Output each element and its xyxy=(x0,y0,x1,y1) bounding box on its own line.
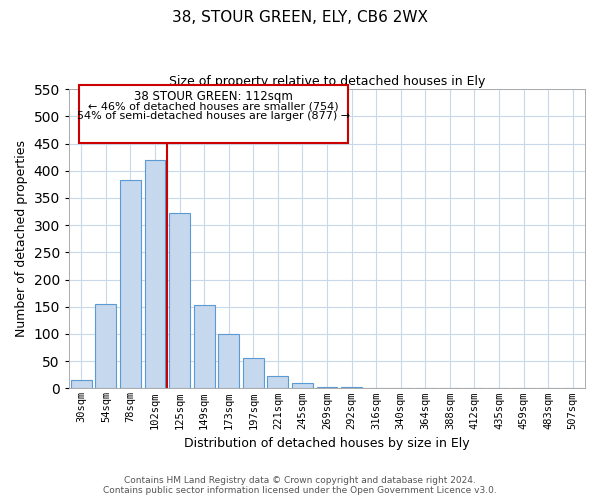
Text: 38 STOUR GREEN: 112sqm: 38 STOUR GREEN: 112sqm xyxy=(134,90,293,103)
Bar xyxy=(169,212,190,388)
Text: ← 46% of detached houses are smaller (754): ← 46% of detached houses are smaller (75… xyxy=(88,101,339,111)
FancyBboxPatch shape xyxy=(79,84,347,143)
Bar xyxy=(243,358,264,388)
Bar xyxy=(120,180,141,388)
Title: Size of property relative to detached houses in Ely: Size of property relative to detached ho… xyxy=(169,75,485,88)
Bar xyxy=(95,304,116,388)
Bar xyxy=(194,305,215,388)
Bar xyxy=(71,380,92,388)
Bar xyxy=(145,160,166,388)
Bar xyxy=(292,383,313,388)
Bar xyxy=(317,387,337,388)
Bar xyxy=(218,334,239,388)
Text: 38, STOUR GREEN, ELY, CB6 2WX: 38, STOUR GREEN, ELY, CB6 2WX xyxy=(172,10,428,25)
Y-axis label: Number of detached properties: Number of detached properties xyxy=(15,140,28,338)
Bar xyxy=(268,376,288,388)
Text: Contains HM Land Registry data © Crown copyright and database right 2024.
Contai: Contains HM Land Registry data © Crown c… xyxy=(103,476,497,495)
Text: 54% of semi-detached houses are larger (877) →: 54% of semi-detached houses are larger (… xyxy=(77,110,350,120)
X-axis label: Distribution of detached houses by size in Ely: Distribution of detached houses by size … xyxy=(184,437,470,450)
